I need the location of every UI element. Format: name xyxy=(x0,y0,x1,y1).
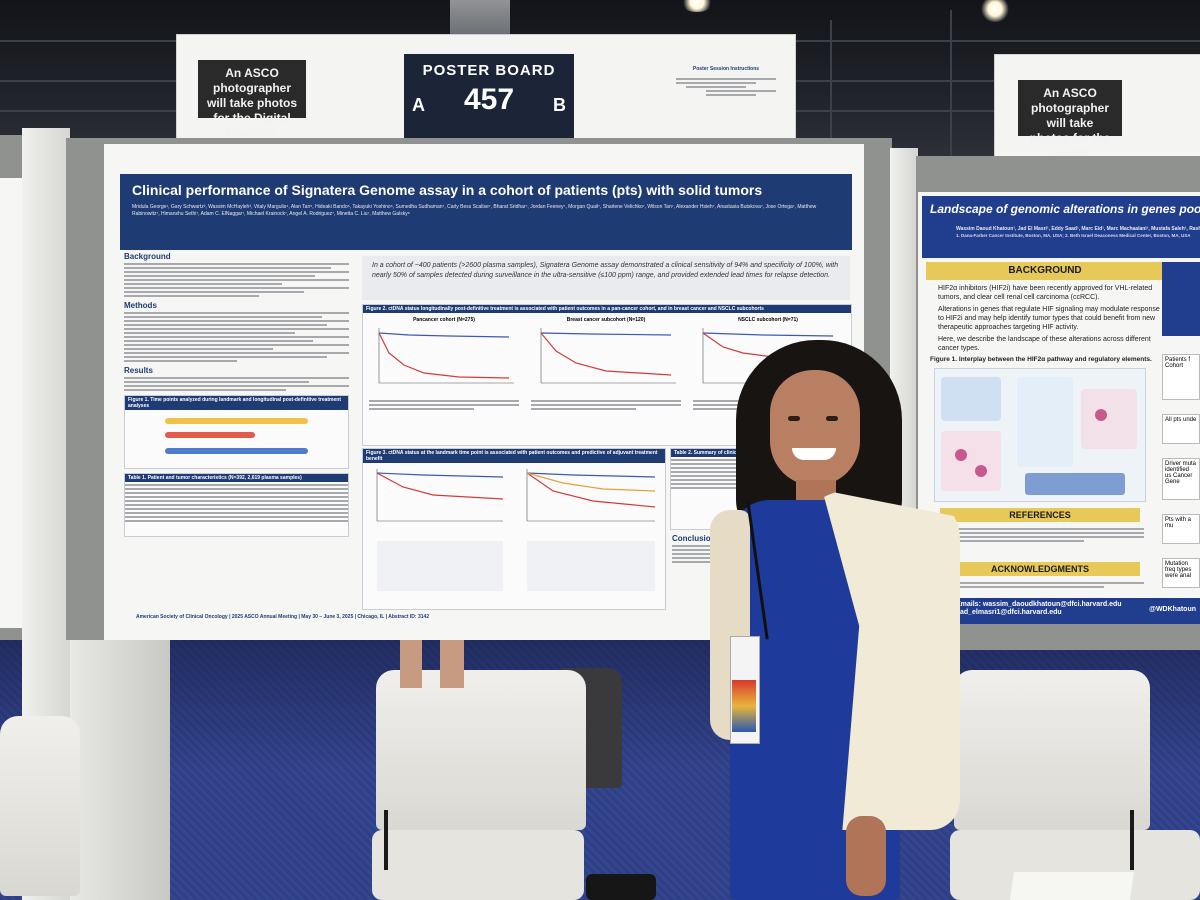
asco-photographer-tag-right: An ASCO photographer will take photos fo… xyxy=(1018,80,1122,175)
right-poster-title-bar: Landscape of genomic alterations in gene… xyxy=(922,196,1200,258)
poster-session-instructions: Poster Session Instructions xyxy=(676,66,776,130)
main-poster-footer: American Society of Clinical Oncology | … xyxy=(136,614,430,620)
right-poster-authors: Wassim Daoud Khatoun¹, Jad El Masri¹, Ed… xyxy=(956,226,1200,232)
poster-board-value: 457 xyxy=(463,83,515,116)
main-poster-title-bar: Clinical performance of Signatera Genome… xyxy=(120,174,852,250)
left-adjacent-poster xyxy=(0,178,24,628)
right-poster-footer: Emails: wassim_daoudkhatoun@dfci.harvard… xyxy=(918,598,1200,624)
right-figure-1-caption: Figure 1. Interplay between the HIF2α pa… xyxy=(930,356,1152,363)
km-curve-breast xyxy=(540,328,676,384)
landmark-km-curves xyxy=(376,469,656,591)
poster-board-number: POSTER BOARD 457 xyxy=(404,54,574,140)
figure-1: Figure 1. Time points analyzed during la… xyxy=(124,395,349,469)
side-b-label: B xyxy=(553,95,566,115)
figure-2-panel-breast: Breast cancer subcohort (N=120) xyxy=(531,317,681,437)
main-poster-authors: Mridula George¹, Gary Schwartz², Wassim … xyxy=(132,204,817,217)
presenter xyxy=(700,340,970,900)
right-footer-email-2: jad_elmasri1@dfci.harvard.edu xyxy=(958,609,1062,616)
chair-right xyxy=(950,670,1200,900)
methods-heading: Methods xyxy=(124,301,157,310)
table-1: Table 1. Patient and tumor characteristi… xyxy=(124,473,349,537)
figure-2-panel-pancancer: Pancancer cohort (N=275) xyxy=(369,317,519,437)
km-curve-pancancer xyxy=(378,328,514,384)
presenter-face xyxy=(770,370,860,486)
right-poster-side-column: Patients f Cohort All pts unde Driver mu… xyxy=(1162,262,1200,592)
background-heading: Background xyxy=(124,252,171,261)
right-references-heading: REFERENCES xyxy=(940,508,1140,522)
right-footer-email: Emails: wassim_daoudkhatoun@dfci.harvard… xyxy=(956,601,1122,608)
main-poster-title: Clinical performance of Signatera Genome… xyxy=(132,182,763,198)
figure-3: Figure 3. ctDNA status at the landmark t… xyxy=(362,448,666,610)
chair-center xyxy=(372,670,588,900)
right-background-heading: BACKGROUND xyxy=(926,262,1164,280)
right-acknowledgments-text xyxy=(944,580,1144,590)
right-poster-affiliation: 1. Dana-Farber Cancer Institute, Boston,… xyxy=(956,233,1191,238)
camera-on-floor xyxy=(586,874,656,900)
background-person-legs xyxy=(400,640,464,688)
asco-photographer-tag-left: An ASCO photographer will take photos fo… xyxy=(198,60,306,140)
right-footer-handle: @WDKhatoun xyxy=(1149,606,1196,613)
poster-left-column: Background Methods Results Figure 1. Tim… xyxy=(124,252,349,632)
poster-board-label: POSTER BOARD xyxy=(422,62,556,79)
poster-summary-text: In a cohort of ~400 patients (>2600 plas… xyxy=(372,262,839,279)
right-poster-title: Landscape of genomic alterations in gene… xyxy=(930,202,1200,216)
right-background-bullets: HIF2α inhibitors (HIF2i) have been recen… xyxy=(938,285,1160,352)
panel-support-base xyxy=(70,630,170,900)
side-a-label: A xyxy=(412,95,425,115)
right-acknowledgments-heading: ACKNOWLEDGMENTS xyxy=(940,562,1140,576)
poster-summary-box: In a cohort of ~400 patients (>2600 plas… xyxy=(362,256,850,300)
right-figure-1 xyxy=(934,368,1146,502)
paper-on-chair xyxy=(1010,872,1134,900)
right-references-text xyxy=(944,526,1144,544)
results-heading: Results xyxy=(124,366,153,375)
chair-left xyxy=(0,716,84,900)
